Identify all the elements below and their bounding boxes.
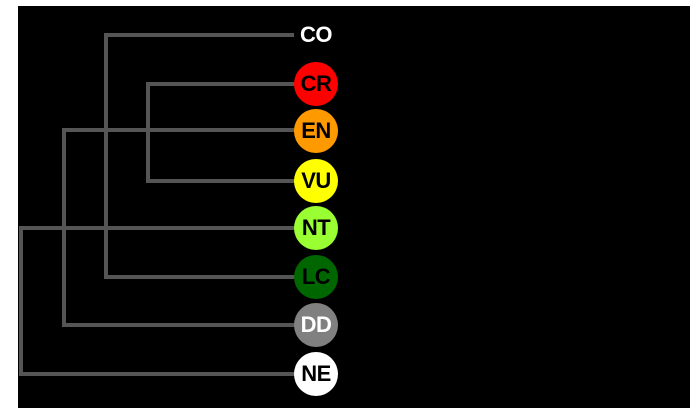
leaf-co: CO [294, 13, 338, 57]
branch-clade-dd [62, 128, 300, 327]
diagram-panel [18, 6, 690, 408]
leaf-lc: LC [294, 255, 338, 299]
cladogram-branches [19, 33, 300, 376]
leaf-co-label: CO [300, 22, 333, 47]
leaf-en: EN [294, 109, 338, 153]
leaf-nt-label: NT [301, 215, 331, 240]
branch-clade-threatened [146, 82, 300, 183]
leaf-cr: CR [294, 62, 338, 106]
leaf-vu: VU [294, 159, 338, 203]
branch-clade-co-lc [104, 33, 300, 279]
leaf-ne: NE [294, 352, 338, 396]
leaf-lc-label: LC [301, 264, 331, 289]
leaf-nt: NT [294, 206, 338, 250]
leaf-dd-label: DD [300, 312, 332, 337]
leaf-en-label: EN [301, 118, 331, 143]
leaf-ne-label: NE [301, 361, 331, 386]
leaf-cr-label: CR [300, 71, 332, 96]
leaf-dd: DD [294, 303, 338, 347]
leaf-vu-label: VU [301, 168, 331, 193]
